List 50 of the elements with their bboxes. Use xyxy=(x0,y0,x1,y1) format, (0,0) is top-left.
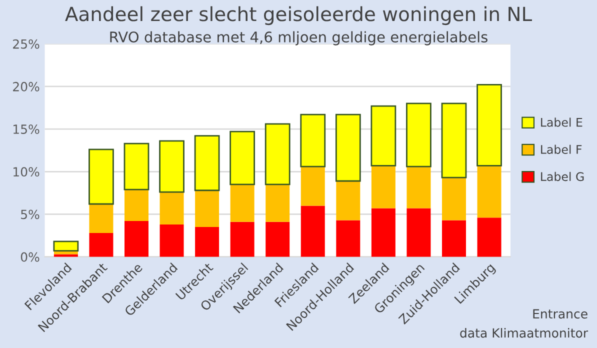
bar xyxy=(300,206,325,257)
bar xyxy=(336,220,360,257)
bar xyxy=(371,208,396,257)
bar xyxy=(124,190,148,222)
chart-title: Aandeel zeer slecht geisoleerde woningen in NL xyxy=(65,6,532,26)
bar xyxy=(406,102,432,168)
bar xyxy=(266,222,290,257)
y-tick-label: 20% xyxy=(13,82,40,92)
bar xyxy=(442,178,466,220)
bar xyxy=(336,181,360,220)
bar xyxy=(124,221,148,257)
bar xyxy=(406,166,431,208)
y-tick-label: 10% xyxy=(14,167,40,177)
bar xyxy=(194,135,220,192)
bar xyxy=(264,123,290,186)
bar xyxy=(230,184,254,222)
bar xyxy=(124,142,150,190)
y-tick-label: 0% xyxy=(20,252,40,262)
bar xyxy=(195,227,220,257)
y-tick-label: 5% xyxy=(21,210,40,220)
bar xyxy=(89,232,114,257)
legend-label: Label F xyxy=(541,144,582,154)
bar xyxy=(477,166,502,218)
text: data Klimaatmonitor xyxy=(460,328,588,338)
bar xyxy=(88,148,114,205)
bar xyxy=(89,204,114,233)
bar xyxy=(160,192,184,224)
bar xyxy=(266,184,290,222)
bar xyxy=(477,218,502,257)
bar xyxy=(230,222,254,257)
y-tick-label: 15% xyxy=(14,124,40,134)
bar xyxy=(160,224,184,257)
bar xyxy=(441,102,467,178)
bar xyxy=(159,140,184,193)
bar xyxy=(371,166,396,208)
bar xyxy=(335,114,361,182)
bar xyxy=(53,240,79,252)
bar xyxy=(300,166,325,206)
bar xyxy=(370,105,396,166)
y-tick-label: 25% xyxy=(13,39,40,49)
bar xyxy=(195,190,220,228)
legend-label: Label G xyxy=(541,172,584,182)
bar xyxy=(476,84,502,166)
bar xyxy=(442,220,466,257)
bar xyxy=(230,130,256,186)
text: Entrance xyxy=(533,309,588,319)
chart-subtitle: RVO database met 4,6 mljoen geldige energielabels xyxy=(110,31,488,46)
bar xyxy=(300,114,326,168)
legend-label: Label E xyxy=(541,118,582,127)
bar xyxy=(406,208,431,257)
